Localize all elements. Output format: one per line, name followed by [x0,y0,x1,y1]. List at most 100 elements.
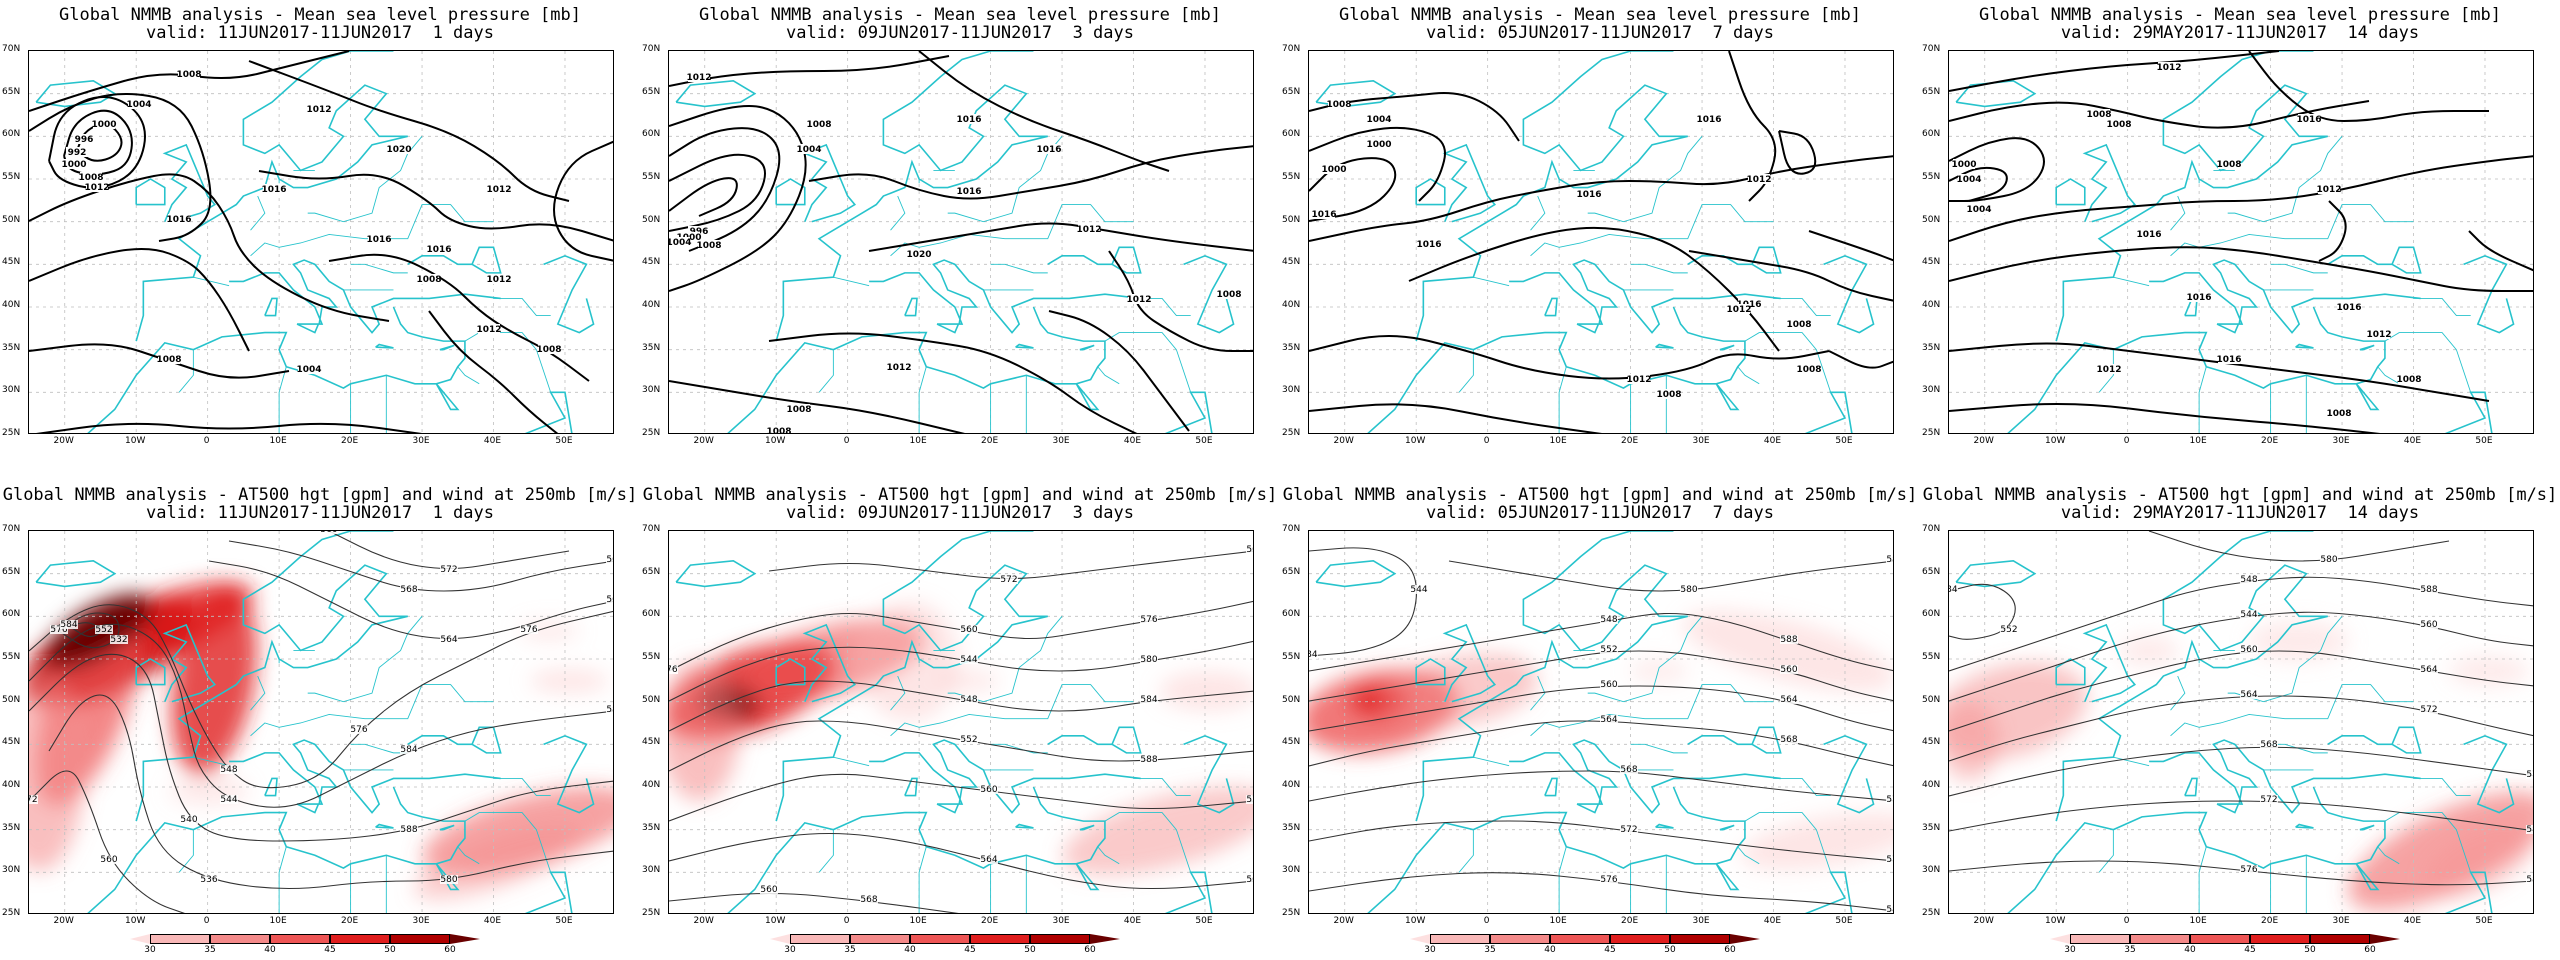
lat-tick-label: 30N [1282,385,1301,396]
lon-tick-label: 30E [412,436,430,446]
colorbar-label: 60 [444,945,456,955]
lat-tick-label: 50N [642,214,661,225]
lat-tick-label: 35N [1282,822,1301,833]
svg-text:572: 572 [29,795,38,805]
svg-text:588: 588 [2420,585,2437,595]
lat-tick-label: 35N [1282,342,1301,353]
svg-text:572: 572 [1246,795,1254,805]
svg-text:1016: 1016 [2336,303,2361,313]
svg-text:1008: 1008 [1326,100,1351,110]
lat-tick-label: 25N [642,908,661,918]
map-panel-mslp_1d: Global NMMB analysis - Mean sea level pr… [0,0,640,480]
svg-text:1000: 1000 [61,160,86,170]
lon-tick-label: 10E [269,436,287,446]
lat-tick-label: 65N [2,566,21,577]
isobar-labels: 1012100810049961000100410081016102010161… [669,72,1242,433]
lat-tick-label: 30N [2,385,21,396]
svg-text:1016: 1016 [1696,115,1721,125]
svg-text:564: 564 [2420,665,2437,675]
jet-shading [669,601,1253,876]
lat-tick-label: 60N [1922,129,1941,140]
svg-text:1016: 1016 [1036,145,1061,155]
lon-tick-label: 0 [2123,436,2130,446]
colorbar-segment [2190,934,2250,944]
colorbar-label: 60 [2364,945,2376,955]
svg-text:1012: 1012 [2156,63,2181,73]
svg-text:1012: 1012 [1626,375,1651,385]
lon-tick-label: 10W [125,916,146,926]
lon-tick-label: 40E [1763,436,1782,446]
lon-tick-label: 50E [555,916,573,926]
lon-tick-label: 30E [1692,436,1710,446]
svg-text:544: 544 [960,655,977,665]
isobar-labels: 1008100410009969921000100810121016101210… [61,69,562,375]
colorbar-segment [2070,934,2130,944]
lon-tick-label: 20E [981,916,999,926]
svg-text:1020: 1020 [386,145,411,155]
lon-tick-label: 20W [1333,436,1354,446]
colorbar-segment [210,934,270,944]
isobars [669,51,1253,433]
lat-tick-label: 35N [1922,342,1941,353]
svg-text:1020: 1020 [906,250,931,260]
lat-tick-label: 60N [2,609,21,620]
lat-tick-label: 55N [1922,172,1941,182]
lon-tick-label: 20W [53,916,74,926]
lat-tick-label: 65N [1922,86,1941,97]
svg-text:1016: 1016 [956,187,981,197]
colorbar-left-arrow [770,934,790,944]
svg-text:1000: 1000 [91,120,116,130]
svg-text:564: 564 [606,555,614,565]
svg-text:1008: 1008 [2396,375,2421,385]
lon-tick-label: 40E [2403,436,2422,446]
svg-text:564: 564 [2240,690,2257,700]
isobars [29,51,613,433]
svg-text:544: 544 [1410,585,1427,595]
svg-text:1004: 1004 [669,238,692,248]
colorbar-right-arrow [1090,934,1120,944]
lat-tick-label: 50N [2,694,21,705]
map-frame: 1008 1004 1000 996 992 1000 1008 1012 1016 1012 10… [28,50,614,434]
colorbar-segment [1670,934,1730,944]
svg-text:560: 560 [1600,680,1617,690]
svg-text:1016: 1016 [2186,293,2211,303]
jet-shading [1949,621,2533,910]
svg-text:560: 560 [320,531,337,535]
lat-tick-label: 50N [2,214,21,225]
svg-text:1008: 1008 [1786,320,1811,330]
svg-text:1008: 1008 [2326,409,2351,419]
map-frame: 544 548 552 560 564 568 572 576 580 584 588 560 564 5… [1308,530,1894,914]
svg-text:992: 992 [68,148,87,158]
svg-text:560: 560 [2240,645,2257,655]
svg-text:568: 568 [1620,765,1637,775]
svg-text:540: 540 [180,815,197,825]
colorbar-segment [970,934,1030,944]
panel-valid-period: valid: 11JUN2017-11JUN2017 1 days [146,503,494,523]
lat-tick-label: 65N [2,86,21,97]
lon-tick-label: 50E [1195,436,1213,446]
svg-text:1016: 1016 [1311,210,1336,220]
lat-tick-label: 60N [642,609,661,620]
lon-tick-label: 30E [1692,916,1710,926]
svg-text:568: 568 [400,585,417,595]
lat-tick-label: 25N [642,428,661,438]
svg-text:572: 572 [2260,795,2277,805]
lat-tick-label: 45N [1922,257,1941,268]
colorbar-label: 40 [904,945,916,955]
svg-text:584: 584 [2526,825,2534,835]
panel-valid-period: valid: 09JUN2017-11JUN2017 3 days [786,23,1134,43]
svg-text:1016: 1016 [2136,230,2161,240]
lat-tick-label: 65N [1282,86,1301,97]
svg-text:1012: 1012 [306,105,331,115]
svg-text:1008: 1008 [2106,120,2131,130]
panel-title: Global NMMB analysis - Mean sea level pr… [699,5,1221,25]
lat-tick-label: 30N [2,865,21,876]
svg-text:1016: 1016 [2296,115,2321,125]
svg-text:1012: 1012 [1126,295,1151,305]
svg-text:588: 588 [1140,755,1157,765]
lon-tick-label: 10W [765,916,786,926]
map-panel-at500_14d: Global NMMB analysis - AT500 hgt [gpm] a… [1920,480,2560,960]
panel-valid-period: valid: 05JUN2017-11JUN2017 7 days [1426,23,1774,43]
svg-text:572: 572 [440,565,457,575]
svg-text:1012: 1012 [2316,185,2341,195]
